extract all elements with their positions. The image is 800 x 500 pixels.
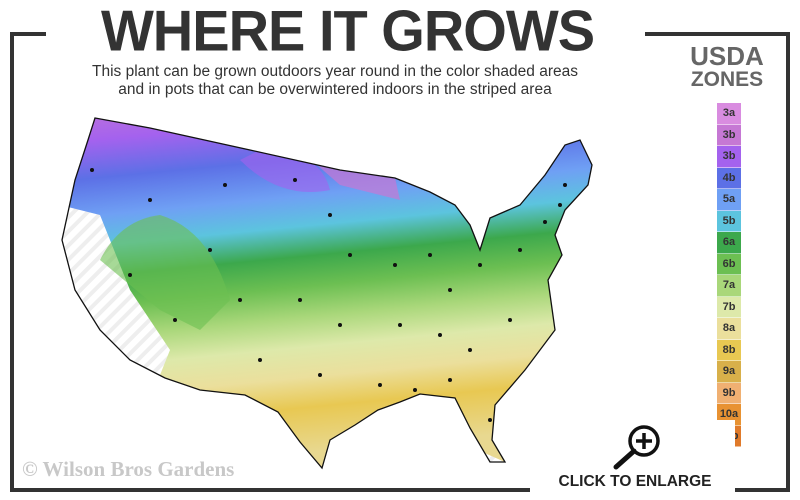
subtitle-line-2: and in pots that can be overwintered ind… [118,81,552,98]
frame-bottom-left [10,488,530,492]
usda-zone-map[interactable] [40,100,620,470]
city-dot [448,288,452,292]
frame-bottom-right [735,488,790,492]
legend-title-line-2: ZONES [690,68,764,91]
city-dot [413,388,417,392]
city-dot [90,168,94,172]
legend-title-line-1: USDA [690,41,764,71]
city-dots [90,168,567,422]
legend-title: USDA ZONES [672,41,782,92]
legend-zone-4b: 4b [717,167,741,189]
city-dot [393,263,397,267]
subtitle-line-1: This plant can be grown outdoors year ro… [92,63,578,80]
city-dot [223,183,227,187]
watermark: © Wilson Bros Gardens [22,457,235,481]
city-dot [448,378,452,382]
click-to-enlarge-label: CLICK TO ENLARGE [558,473,712,490]
city-dot [488,418,492,422]
city-dot [543,220,547,224]
city-dot [128,273,132,277]
frame-right [786,32,790,492]
legend-zone-6a: 6a [717,232,741,254]
zone-legend: 3a3b3b4b5a5b6a6b7a7b8a8b9a9b10a10b [717,103,741,447]
city-dot [208,248,212,252]
zoom-in-icon [613,425,660,470]
frame-left [10,32,14,492]
city-dot [468,348,472,352]
city-dot [318,373,322,377]
city-dot [298,298,302,302]
legend-zone-8a: 8a [717,318,741,340]
legend-zone-5a: 5a [717,189,741,211]
city-dot [563,183,567,187]
frame-top-left [10,32,46,36]
legend-zone-3b: 3b [717,146,741,168]
city-dot [438,333,442,337]
click-to-enlarge-button[interactable]: CLICK TO ENLARGE [540,420,735,495]
city-dot [398,323,402,327]
frame-top-right [645,32,790,36]
legend-zone-6b: 6b [717,253,741,275]
legend-zone-8b: 8b [717,339,741,361]
city-dot [518,248,522,252]
city-dot [348,253,352,257]
city-dot [293,178,297,182]
legend-zone-7a: 7a [717,275,741,297]
city-dot [238,298,242,302]
legend-zone-5b: 5b [717,210,741,232]
city-dot [338,323,342,327]
city-dot [173,318,177,322]
city-dot [558,203,562,207]
legend-zone-9a: 9a [717,361,741,383]
city-dot [428,253,432,257]
city-dot [478,263,482,267]
legend-zone-7b: 7b [717,296,741,318]
legend-zone-3b: 3b [717,124,741,146]
city-dot [148,198,152,202]
subtitle: This plant can be grown outdoors year ro… [40,63,630,99]
page-title: WHERE IT GROWS [100,0,595,63]
city-dot [258,358,262,362]
city-dot [378,383,382,387]
city-dot [508,318,512,322]
legend-zone-9b: 9b [717,382,741,404]
city-dot [328,213,332,217]
legend-zone-3a: 3a [717,103,741,125]
